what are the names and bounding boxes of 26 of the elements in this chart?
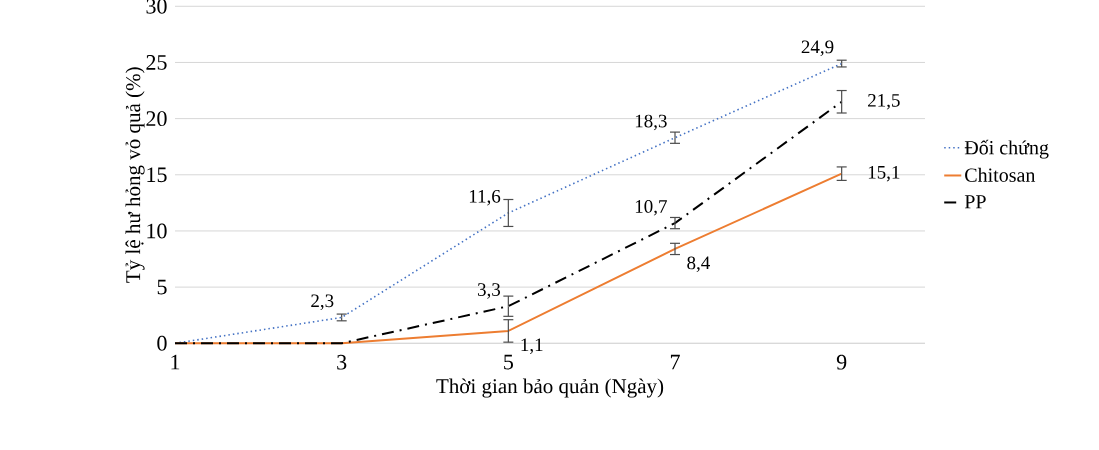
y-axis-title: Tỷ lệ hư hỏng vỏ quả (%): [125, 67, 145, 283]
y-tick-label: 20: [146, 111, 167, 127]
data-label: 11,6: [469, 189, 501, 206]
data-label: 21,5: [868, 94, 900, 110]
x-axis-title: Thời gian bảo quản (Ngày): [436, 378, 664, 398]
legend-label: PP: [964, 195, 986, 209]
y-tick-label: 25: [146, 55, 167, 70]
data-label: 2,3: [311, 294, 334, 310]
y-tick-label: 5: [157, 279, 167, 295]
data-label: 8,4: [687, 256, 710, 273]
x-tick-label: 5: [504, 354, 513, 370]
y-tick-label: 0: [157, 335, 167, 351]
data-label: 10,7: [635, 200, 667, 216]
x-tick-label: 7: [670, 354, 680, 370]
data-label: 24,9: [801, 40, 834, 57]
x-tick-label: 1: [171, 354, 180, 370]
x-tick-label: 3: [337, 354, 347, 370]
data-label: 3,3: [477, 283, 501, 299]
y-tick-label: 10: [147, 223, 167, 239]
data-label: 15,1: [868, 165, 900, 182]
y-tick-label: 15: [147, 167, 167, 183]
data-label: 1,1: [521, 338, 543, 354]
legend-label: Chitosan: [965, 167, 1036, 182]
legend-label: Đối chứng: [964, 139, 1049, 159]
data-label: 18,3: [635, 114, 667, 131]
x-tick-label: 9: [836, 354, 847, 370]
